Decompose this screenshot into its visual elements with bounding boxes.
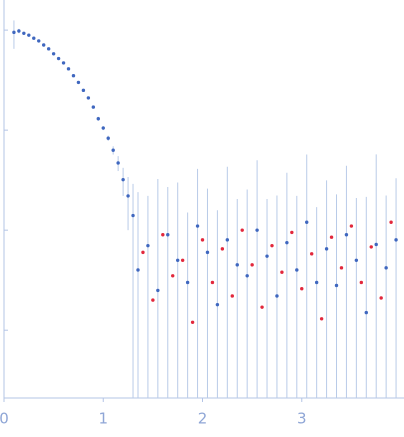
- point: [309, 252, 314, 256]
- point: [394, 238, 398, 242]
- point: [121, 177, 125, 182]
- point: [12, 30, 16, 35]
- point: [32, 36, 36, 40]
- point: [210, 280, 215, 285]
- point: [200, 238, 205, 242]
- point: [51, 52, 56, 56]
- point: [240, 228, 244, 232]
- point: [56, 56, 61, 61]
- point: [136, 268, 140, 272]
- point: [46, 47, 51, 51]
- point: [305, 220, 309, 224]
- point: [220, 247, 225, 251]
- point: [295, 268, 299, 272]
- point: [369, 245, 373, 249]
- point: [389, 220, 393, 224]
- point: [245, 274, 249, 278]
- x-tick-label: 2: [198, 410, 208, 428]
- point: [66, 67, 71, 71]
- point: [166, 233, 170, 237]
- point: [255, 228, 259, 232]
- point: [116, 161, 120, 165]
- point: [190, 320, 195, 324]
- point: [280, 270, 284, 274]
- point: [384, 266, 388, 270]
- x-tick-label: 1: [98, 410, 108, 428]
- point: [185, 280, 190, 285]
- point: [81, 88, 86, 93]
- point: [71, 74, 76, 78]
- point: [42, 43, 46, 47]
- point: [334, 283, 339, 288]
- point: [161, 233, 165, 237]
- point: [379, 296, 383, 300]
- point: [285, 240, 289, 245]
- point: [205, 250, 210, 255]
- point: [86, 96, 91, 100]
- point: [270, 243, 274, 248]
- point: [275, 294, 279, 298]
- point: [22, 31, 26, 35]
- point: [354, 258, 359, 262]
- point: [225, 238, 230, 242]
- point: [230, 294, 234, 298]
- x-tick-label: 3: [297, 410, 307, 428]
- point: [131, 213, 135, 218]
- point: [215, 302, 220, 307]
- point: [319, 317, 324, 321]
- point: [339, 266, 344, 270]
- point: [156, 288, 160, 293]
- point: [374, 242, 378, 247]
- point: [106, 136, 110, 140]
- point: [175, 258, 180, 262]
- point: [151, 298, 155, 302]
- point: [329, 235, 334, 239]
- point: [96, 117, 100, 121]
- point: [101, 126, 105, 130]
- point: [349, 224, 354, 228]
- point: [260, 305, 264, 309]
- point: [91, 105, 96, 109]
- point: [111, 148, 115, 152]
- point: [250, 263, 254, 267]
- point: [235, 263, 239, 267]
- x-tick-label: 0: [0, 410, 9, 428]
- point: [146, 243, 150, 248]
- point: [344, 233, 349, 237]
- point: [195, 224, 200, 228]
- point: [359, 280, 364, 285]
- point: [314, 280, 319, 285]
- point: [126, 194, 130, 198]
- point: [76, 80, 81, 85]
- point: [300, 286, 304, 291]
- point: [171, 274, 175, 278]
- point: [141, 250, 145, 255]
- point: [324, 247, 329, 251]
- point: [17, 29, 21, 33]
- point: [37, 39, 41, 43]
- point: [265, 254, 269, 258]
- point: [180, 258, 185, 262]
- point: [290, 230, 294, 235]
- point: [364, 310, 368, 315]
- point: [61, 61, 66, 65]
- point: [27, 33, 31, 37]
